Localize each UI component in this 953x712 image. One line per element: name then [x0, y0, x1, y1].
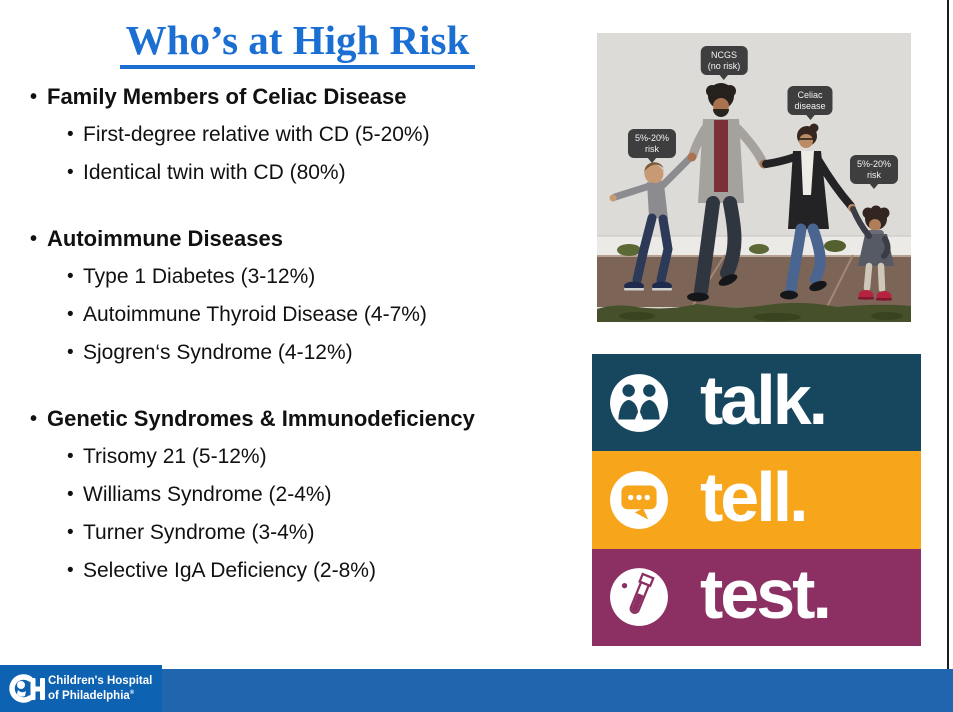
title-container: Who’s at High Risk: [25, 16, 570, 69]
section-heading: • Family Members of Celiac Disease: [30, 84, 585, 110]
list-item: • Selective IgA Deficiency (2-8%): [67, 558, 585, 584]
list-item-label: Sjogren‘s Syndrome (4-12%): [83, 341, 353, 364]
risk-tag-line: NCGS: [710, 50, 738, 60]
bullet-icon: •: [67, 266, 74, 287]
tell-band: tell.: [592, 451, 921, 549]
speech-bubble-icon: [610, 471, 668, 529]
list-item: • Autoimmune Thyroid Disease (4-7%): [67, 302, 585, 328]
risk-tag-line: risk: [645, 143, 659, 154]
risk-tag-line: 5%-20%: [856, 159, 892, 169]
risk-tag-girl: 5%-20% risk: [849, 155, 899, 184]
boy-figure: [609, 152, 696, 291]
risk-tag-line: (no risk): [707, 60, 741, 71]
risk-tag-line: risk: [867, 169, 881, 180]
page-title: Who’s at High Risk: [119, 16, 476, 69]
list-item-label: Autoimmune Thyroid Disease (4-7%): [83, 303, 427, 326]
section-heading: • Genetic Syndromes & Immunodeficiency: [30, 406, 585, 432]
list-item: • Type 1 Diabetes (3-12%): [67, 264, 585, 290]
chop-logo-text: Children's Hospital of Philadelphia®: [48, 675, 152, 703]
bullet-list: • Family Members of Celiac Disease • Fir…: [30, 84, 585, 596]
risk-tag-line: 5%-20%: [634, 133, 670, 143]
list-item: • Williams Syndrome (2-4%): [67, 482, 585, 508]
bullet-icon: •: [67, 446, 74, 467]
bullet-icon: •: [30, 228, 38, 250]
bullet-icon: •: [30, 86, 38, 108]
people-talking-icon: [610, 373, 668, 432]
list-item: • Trisomy 21 (5-12%): [67, 444, 585, 470]
list-item-label: Williams Syndrome (2-4%): [83, 483, 332, 506]
family-photo: 5%-20% risk NCGS (no risk) Celiac diseas…: [597, 33, 911, 322]
chop-logo: Children's Hospital of Philadelphia®: [0, 665, 162, 712]
bullet-icon: •: [67, 304, 74, 325]
girl-figure: [850, 205, 894, 301]
test-word: test.: [700, 555, 832, 634]
chop-logo-line2: of Philadelphia: [48, 689, 130, 702]
dad-figure: [687, 83, 769, 302]
list-item-label: Selective IgA Deficiency (2-8%): [83, 559, 376, 582]
chop-logo-line1: Children's Hospital: [48, 674, 153, 687]
list-item: • First-degree relative with CD (5-20%): [67, 122, 585, 148]
risk-tag-line: Celiac: [797, 90, 823, 100]
list-item-label: First-degree relative with CD (5-20%): [83, 123, 430, 146]
talk-band: talk.: [592, 354, 921, 452]
section-heading: • Autoimmune Diseases: [30, 226, 585, 252]
list-item: • Turner Syndrome (3-4%): [67, 520, 585, 546]
section-heading-label: Family Members of Celiac Disease: [47, 84, 407, 109]
bullet-icon: •: [67, 560, 74, 581]
section-heading-label: Genetic Syndromes & Immunodeficiency: [47, 406, 475, 431]
risk-tag-line: disease: [794, 100, 826, 111]
bullet-icon: •: [67, 162, 74, 183]
bullet-icon: •: [67, 522, 74, 543]
list-item-label: Trisomy 21 (5-12%): [83, 445, 267, 468]
list-item-label: Turner Syndrome (3-4%): [83, 521, 315, 544]
list-item-label: Type 1 Diabetes (3-12%): [83, 265, 316, 288]
list-item: • Identical twin with CD (80%): [67, 160, 585, 186]
bullet-icon: •: [67, 484, 74, 505]
mom-figure: [762, 123, 856, 300]
registered-mark: ®: [129, 690, 135, 697]
bullet-icon: •: [67, 124, 74, 145]
test-tube-icon: [610, 568, 668, 627]
tell-word: tell.: [700, 457, 809, 536]
bullet-icon: •: [67, 342, 74, 363]
footer-bar: [160, 669, 953, 712]
talk-word: talk.: [700, 360, 828, 439]
chop-logo-mark: [9, 673, 45, 703]
section-heading-label: Autoimmune Diseases: [47, 226, 283, 251]
talk-tell-test-banner: talk. tell. test.: [592, 354, 921, 646]
risk-tag-mom: Celiac disease: [787, 86, 833, 115]
bullet-icon: •: [30, 408, 38, 430]
risk-tag-boy: 5%-20% risk: [627, 129, 677, 158]
test-band: test.: [592, 548, 921, 646]
list-item: • Sjogren‘s Syndrome (4-12%): [67, 340, 585, 366]
risk-tag-dad: NCGS (no risk): [700, 46, 748, 75]
slide-right-edge: [947, 0, 949, 669]
family-photo-illustration: [597, 33, 911, 322]
list-item-label: Identical twin with CD (80%): [83, 161, 346, 184]
